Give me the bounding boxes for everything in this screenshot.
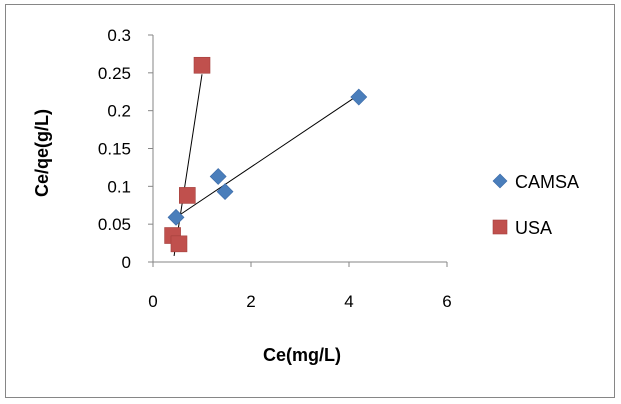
x-tick-label: 4	[344, 292, 353, 311]
y-tick-label: 0.1	[107, 177, 131, 196]
camsa-point	[350, 88, 368, 106]
usa-point	[170, 235, 188, 253]
y-axis-title: Ce/qe(g/L)	[32, 109, 52, 197]
trendline-usa	[173, 74, 203, 257]
usa-point	[193, 56, 211, 74]
y-tick-label: 0.2	[107, 102, 131, 121]
y-tick-label: 0.15	[98, 140, 131, 159]
usa-point	[179, 187, 196, 204]
x-ticks: 0 2 4 6	[148, 262, 452, 311]
legend-label-camsa: CAMSA	[515, 172, 579, 192]
y-tick-label: 0	[122, 253, 131, 272]
x-axis-title: Ce(mg/L)	[263, 345, 341, 365]
trendlines	[173, 74, 356, 257]
data-points	[164, 56, 368, 253]
legend: CAMSA USA	[492, 172, 579, 238]
y-tick-label: 0.05	[98, 215, 131, 234]
chart-area: 0 0.05 0.1 0.15 0.2 0.25 0.3 0 2 4 6 Ce/qe(g/L) C…	[5, 4, 615, 398]
y-ticks: 0 0.05 0.1 0.15 0.2 0.25 0.3	[98, 26, 153, 272]
y-tick-label: 0.25	[98, 64, 131, 83]
y-tick-label: 0.3	[107, 26, 131, 45]
legend-marker-usa	[492, 219, 508, 235]
x-tick-label: 6	[442, 292, 451, 311]
camsa-point	[167, 208, 185, 226]
trendline-camsa	[175, 96, 356, 218]
scatter-chart: 0 0.05 0.1 0.15 0.2 0.25 0.3 0 2 4 6 Ce/qe(g/L) C…	[32, 26, 579, 365]
x-tick-label: 0	[148, 292, 157, 311]
camsa-point	[216, 183, 234, 201]
camsa-point	[209, 168, 227, 185]
legend-label-usa: USA	[515, 218, 552, 238]
x-tick-label: 2	[246, 292, 255, 311]
legend-marker-camsa	[492, 173, 508, 189]
